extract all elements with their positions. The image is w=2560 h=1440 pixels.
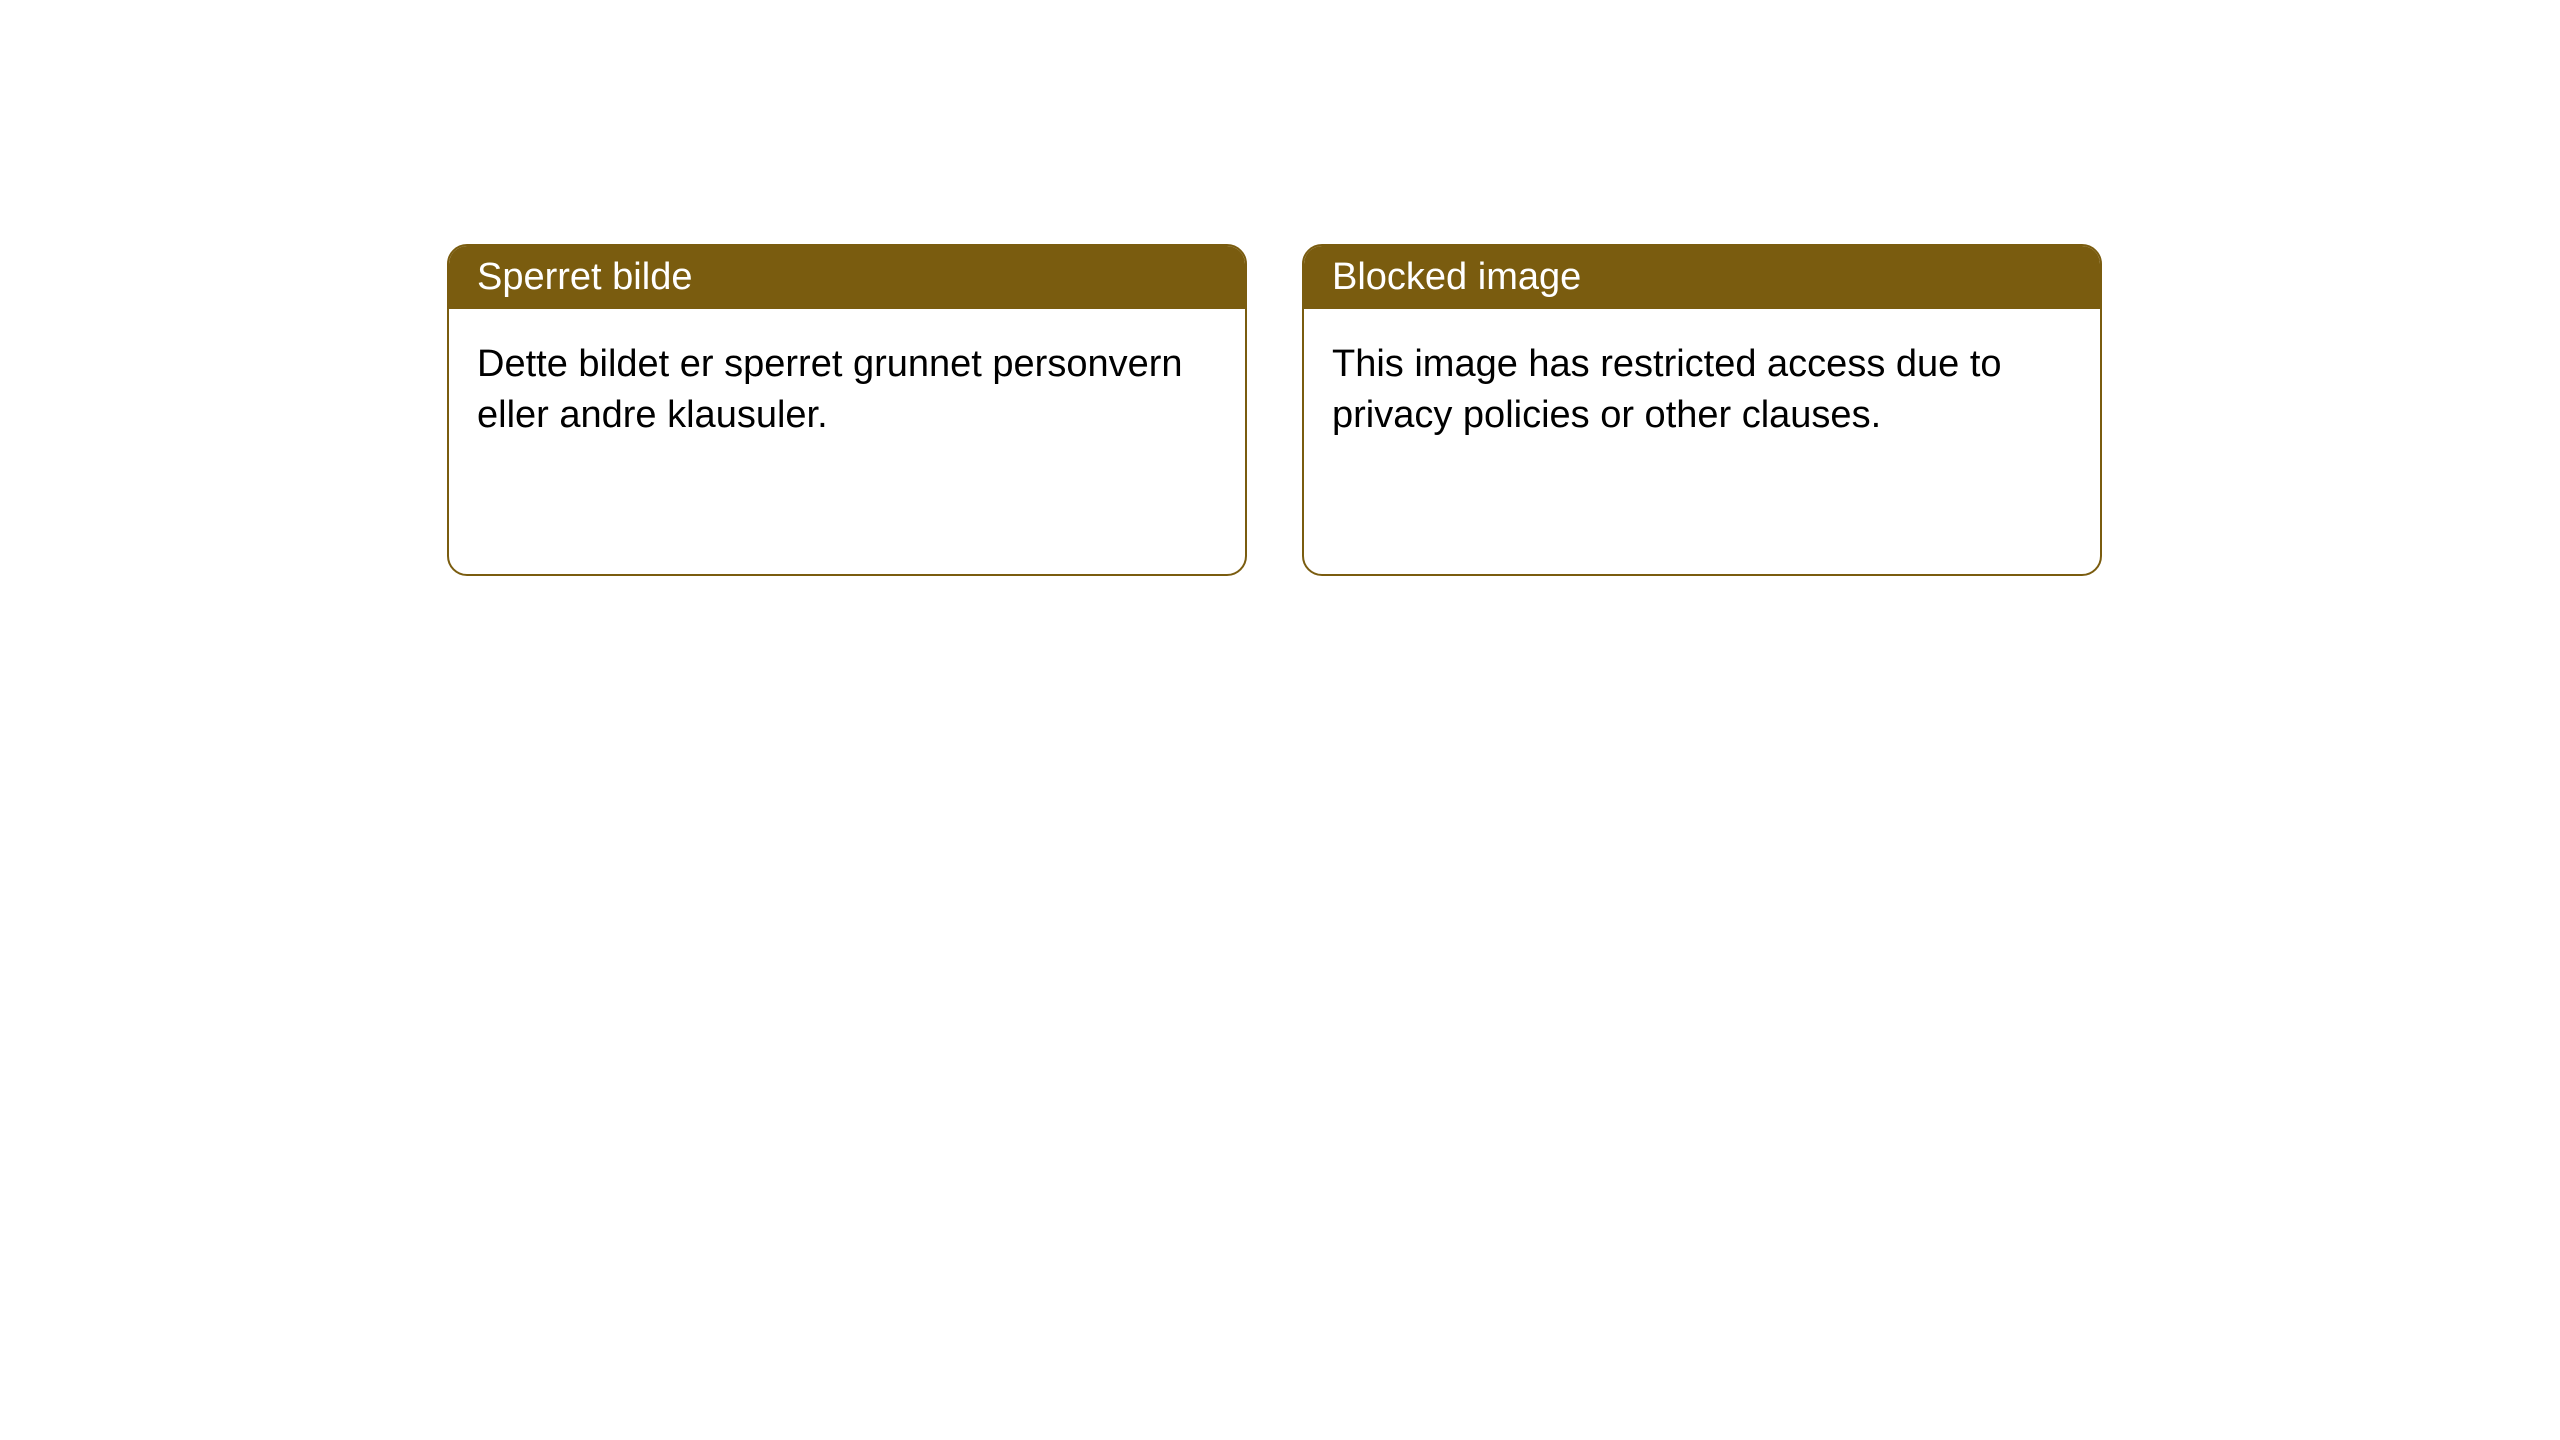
card-english-header: Blocked image — [1304, 246, 2100, 309]
card-norwegian-header: Sperret bilde — [449, 246, 1245, 309]
card-norwegian-body-text: Dette bildet er sperret grunnet personve… — [477, 343, 1183, 436]
notice-cards-container: Sperret bilde Dette bildet er sperret gr… — [447, 244, 2102, 576]
card-english: Blocked image This image has restricted … — [1302, 244, 2102, 576]
card-norwegian: Sperret bilde Dette bildet er sperret gr… — [447, 244, 1247, 576]
card-english-body: This image has restricted access due to … — [1304, 309, 2100, 472]
card-norwegian-body: Dette bildet er sperret grunnet personve… — [449, 309, 1245, 472]
card-english-title: Blocked image — [1332, 256, 1581, 298]
card-norwegian-title: Sperret bilde — [477, 256, 692, 298]
card-english-body-text: This image has restricted access due to … — [1332, 343, 2002, 436]
